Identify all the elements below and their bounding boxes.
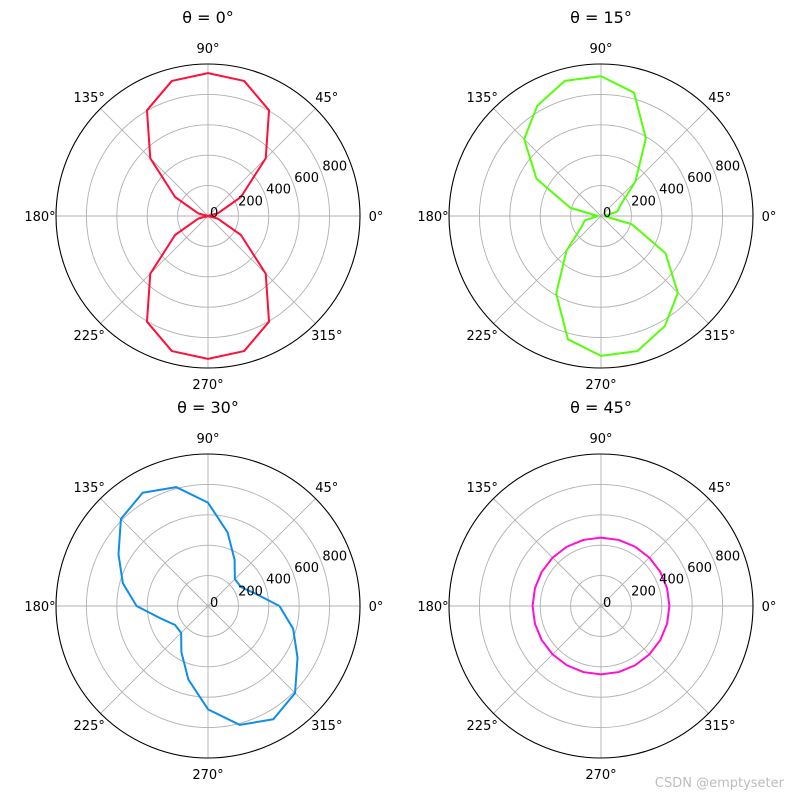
polar-frame — [55, 453, 361, 759]
angle-tick-label: 225° — [74, 719, 105, 734]
polar-frame — [448, 63, 754, 369]
angular-grid-line — [493, 605, 602, 714]
radial-tick-label: 0 — [210, 206, 218, 221]
radial-tick-label: 600 — [294, 561, 319, 576]
angle-tick-label: 270° — [585, 378, 616, 393]
angle-tick-label: 135° — [467, 481, 498, 496]
angle-tick-label: 45° — [708, 481, 731, 496]
radial-tick-label: 200 — [238, 194, 263, 209]
angular-grid-line — [600, 108, 709, 217]
angle-tick-label: 270° — [192, 768, 223, 783]
radial-tick-label: 0 — [603, 206, 611, 221]
polar-frame — [55, 63, 361, 369]
angle-tick-label: 180° — [24, 210, 55, 225]
radial-tick-label: 400 — [266, 573, 291, 588]
angle-tick-label: 135° — [74, 481, 105, 496]
angular-grid-line — [600, 498, 709, 607]
angular-grid-line — [207, 215, 316, 324]
polar-frame — [448, 453, 754, 759]
angular-grid-line — [207, 108, 316, 217]
angle-tick-label: 90° — [196, 42, 219, 57]
data-series-line — [531, 536, 671, 676]
angular-grid-line — [600, 215, 709, 324]
angle-tick-label: 315° — [704, 719, 735, 734]
radial-tick-label: 400 — [659, 573, 684, 588]
angle-tick-label: 90° — [589, 42, 612, 57]
angle-tick-label: 135° — [467, 91, 498, 106]
angle-tick-label: 315° — [704, 329, 735, 344]
data-series-line — [523, 75, 679, 357]
radial-tick-label: 600 — [294, 171, 319, 186]
angle-tick-label: 225° — [467, 329, 498, 344]
angle-tick-label: 45° — [315, 91, 338, 106]
angular-grid-line — [493, 108, 602, 217]
angle-tick-label: 315° — [311, 719, 342, 734]
angle-tick-label: 180° — [417, 210, 448, 225]
angular-grid-line — [493, 498, 602, 607]
angle-tick-label: 0° — [369, 600, 384, 615]
radial-tick-label: 200 — [631, 194, 656, 209]
angle-tick-label: 0° — [369, 210, 384, 225]
radial-tick-label: 800 — [715, 159, 740, 174]
radial-tick-label: 600 — [687, 561, 712, 576]
radial-tick-label: 200 — [631, 584, 656, 599]
radial-tick-label: 0 — [603, 596, 611, 611]
angular-grid-line — [600, 605, 709, 714]
angle-tick-label: 270° — [585, 768, 616, 783]
angular-grid-line — [100, 498, 209, 607]
radial-tick-label: 400 — [266, 183, 291, 198]
angular-grid-line — [100, 215, 209, 324]
angle-tick-label: 90° — [196, 432, 219, 447]
radial-tick-label: 0 — [210, 596, 218, 611]
angle-tick-label: 270° — [192, 378, 223, 393]
subplot-title: θ = 15° — [570, 8, 632, 27]
watermark: CSDN @emptyseter — [654, 776, 784, 791]
angular-grid-line — [207, 605, 316, 714]
angle-tick-label: 0° — [762, 210, 777, 225]
angular-grid-line — [100, 605, 209, 714]
angular-grid-line — [207, 498, 316, 607]
angle-tick-label: 0° — [762, 600, 777, 615]
angle-tick-label: 180° — [417, 600, 448, 615]
angle-tick-label: 225° — [467, 719, 498, 734]
angle-tick-label: 135° — [74, 91, 105, 106]
radial-tick-label: 600 — [687, 171, 712, 186]
radial-tick-label: 800 — [322, 159, 347, 174]
angle-tick-label: 315° — [311, 329, 342, 344]
angular-grid-line — [100, 108, 209, 217]
subplot-title: θ = 0° — [182, 8, 234, 27]
subplot-title: θ = 30° — [177, 398, 239, 417]
radial-tick-label: 800 — [715, 549, 740, 564]
radial-tick-label: 400 — [659, 183, 684, 198]
angle-tick-label: 45° — [315, 481, 338, 496]
subplot-title: θ = 45° — [570, 398, 632, 417]
angle-tick-label: 45° — [708, 91, 731, 106]
angular-grid-line — [493, 215, 602, 324]
radial-tick-label: 200 — [238, 584, 263, 599]
angle-tick-label: 225° — [74, 329, 105, 344]
angle-tick-label: 180° — [24, 600, 55, 615]
angle-tick-label: 90° — [589, 432, 612, 447]
radial-tick-label: 800 — [322, 549, 347, 564]
data-series-line — [117, 486, 299, 726]
data-series-line — [145, 72, 271, 360]
